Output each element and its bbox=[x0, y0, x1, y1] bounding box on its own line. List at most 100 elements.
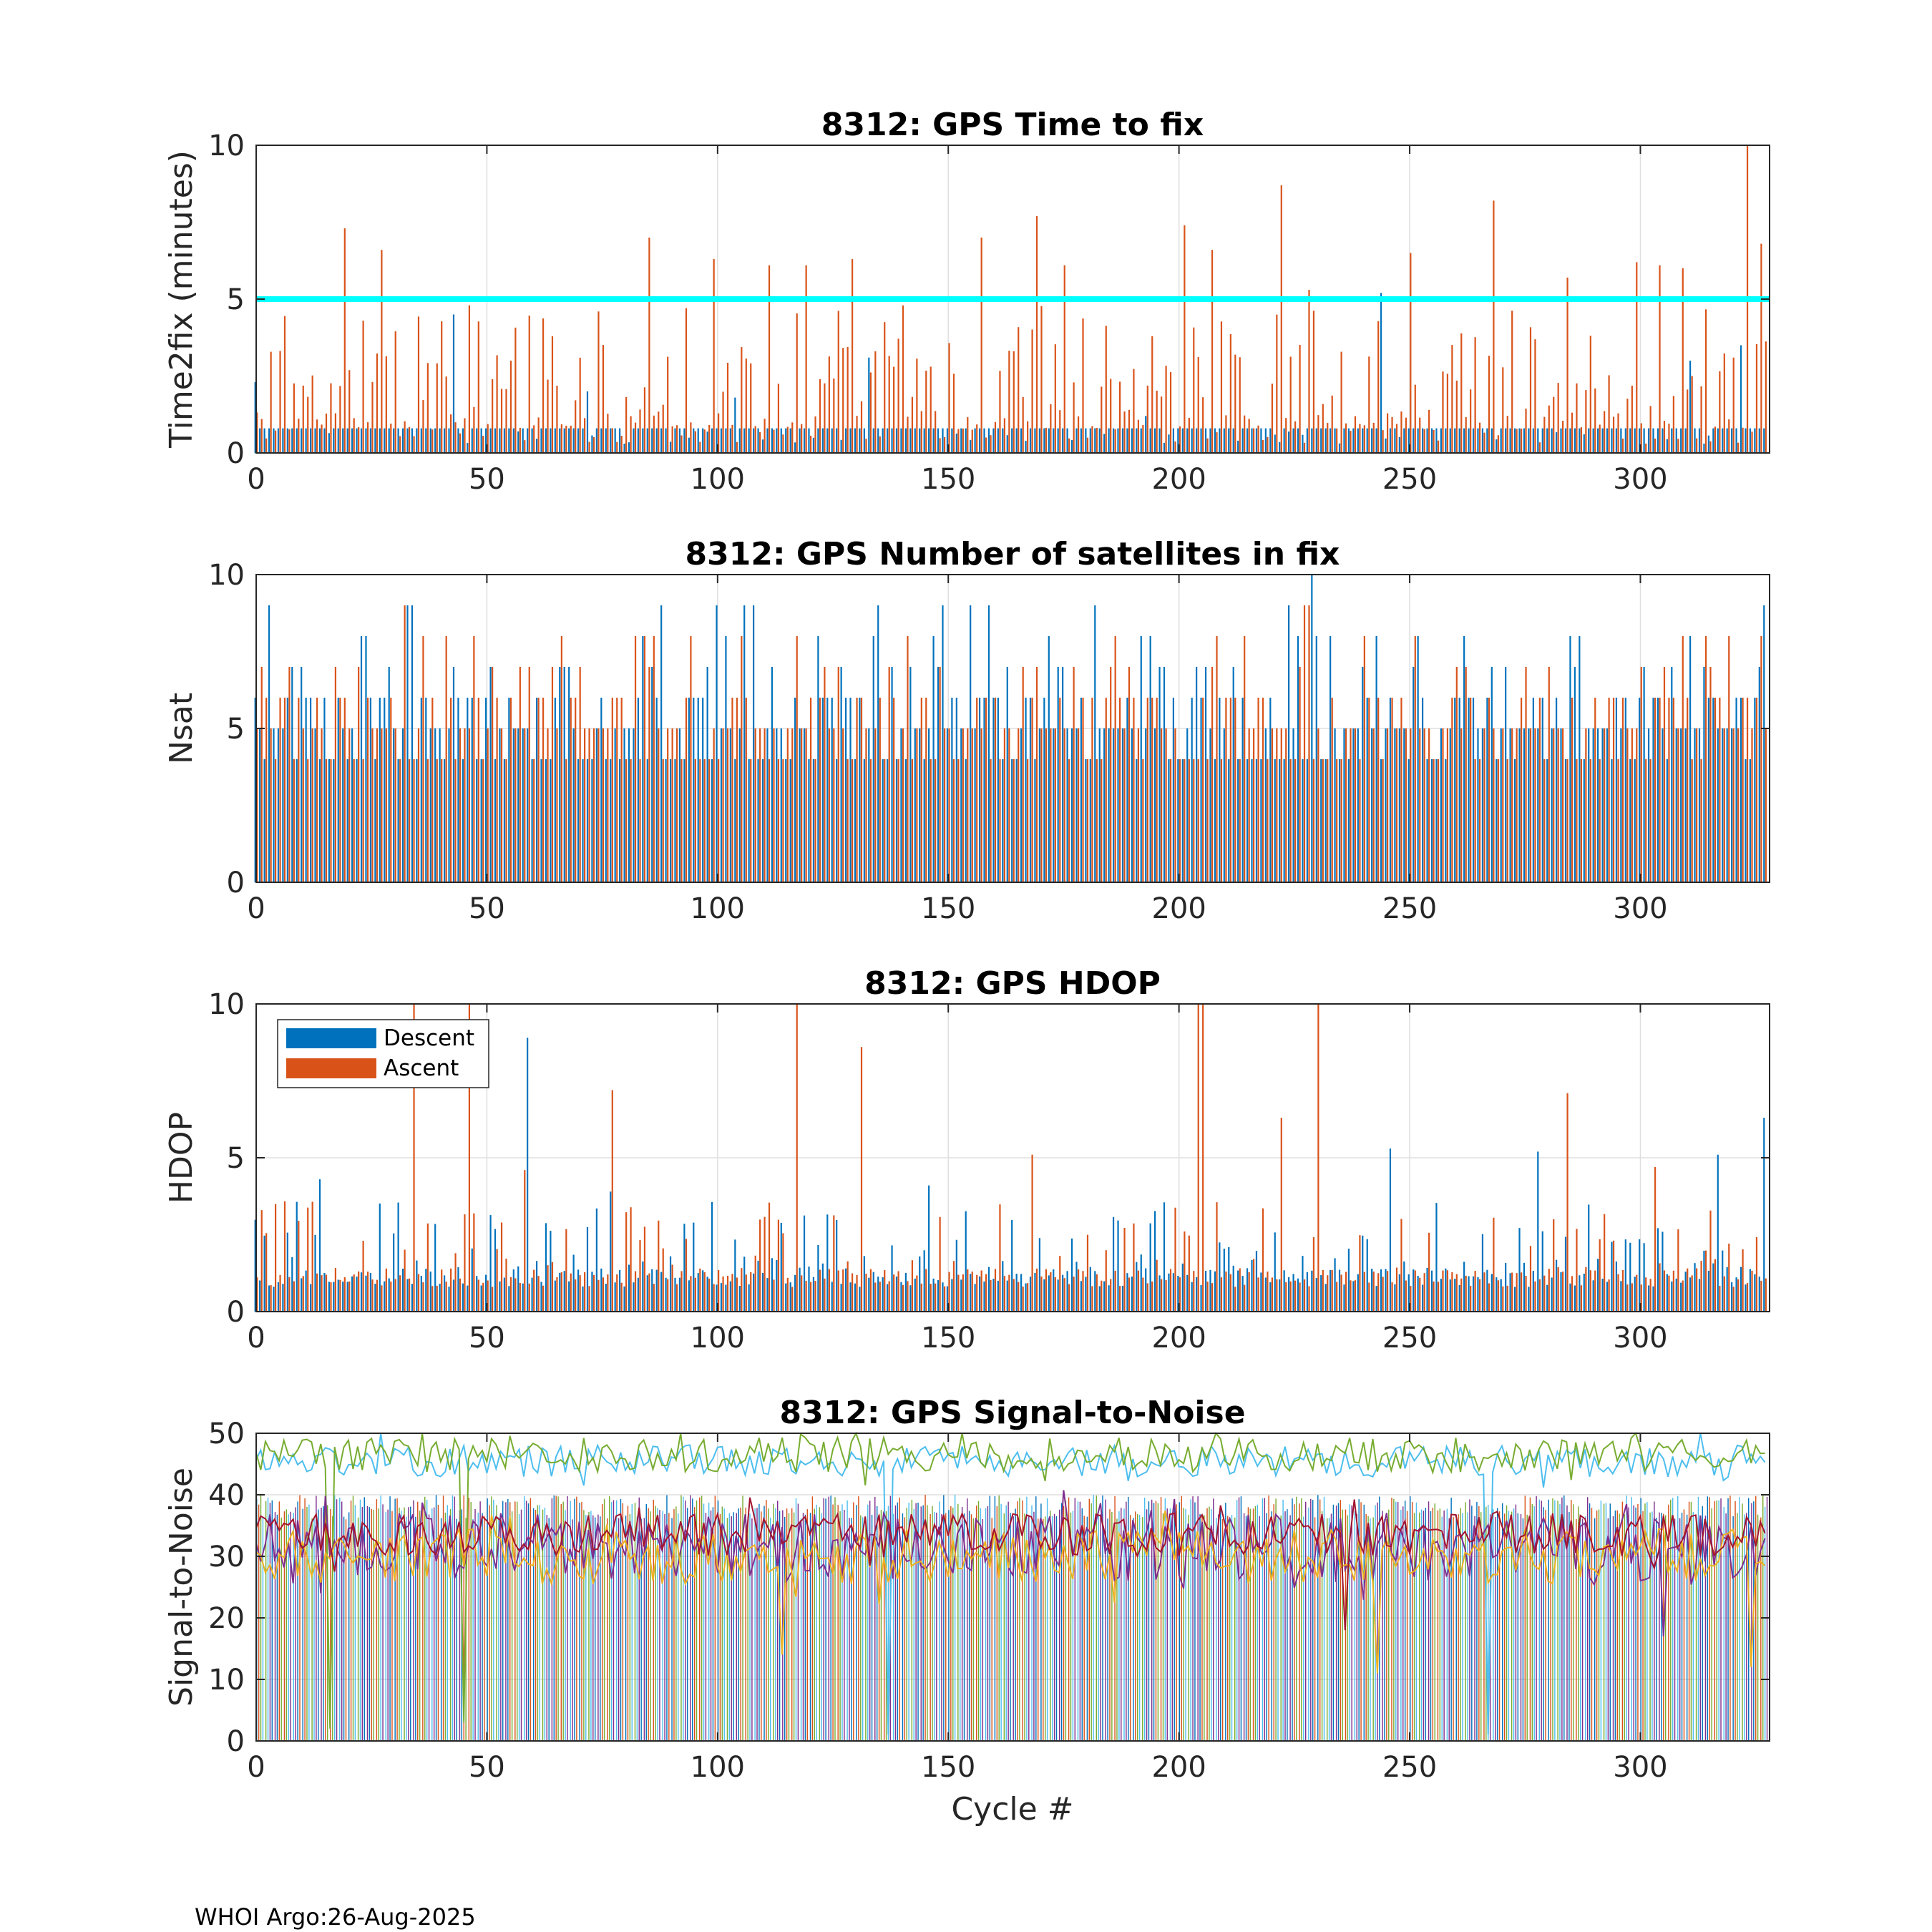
descent-bar bbox=[1671, 667, 1673, 882]
ascent-bar bbox=[865, 439, 867, 453]
ascent-bar bbox=[1119, 381, 1121, 453]
snr-bar bbox=[1301, 1498, 1302, 1741]
descent-bar bbox=[342, 1282, 344, 1312]
ascent-bar bbox=[814, 759, 816, 882]
snr-bar bbox=[1190, 1499, 1191, 1741]
descent-bar bbox=[1712, 428, 1714, 453]
descent-bar bbox=[563, 1271, 565, 1312]
descent-bar bbox=[716, 605, 718, 882]
descent-bar bbox=[748, 759, 750, 882]
ascent-bar bbox=[971, 728, 973, 882]
snr-bar bbox=[1642, 1511, 1644, 1741]
snr-bar bbox=[1055, 1516, 1058, 1741]
descent-bar bbox=[738, 428, 741, 453]
descent-bar bbox=[374, 1284, 376, 1312]
descent-bar bbox=[877, 1277, 879, 1312]
snr-bar bbox=[297, 1501, 298, 1741]
ascent-bar bbox=[1035, 215, 1038, 453]
descent-bar bbox=[605, 1284, 607, 1312]
ascent-bar bbox=[1589, 336, 1591, 453]
snr-bar bbox=[671, 1518, 673, 1741]
descent-bar bbox=[1472, 428, 1475, 453]
ascent-bar bbox=[1050, 1272, 1052, 1312]
ascent-bar bbox=[1239, 759, 1241, 882]
snr-bar bbox=[721, 1506, 723, 1741]
snr-bar bbox=[1711, 1508, 1712, 1741]
descent-bar bbox=[849, 1282, 852, 1312]
descent-bar bbox=[1505, 667, 1507, 882]
snr-bar bbox=[1757, 1514, 1759, 1741]
snr-bar bbox=[592, 1515, 594, 1741]
snr-bar bbox=[479, 1501, 481, 1741]
descent-bar bbox=[1458, 698, 1460, 882]
snr-bar bbox=[1585, 1516, 1586, 1741]
ascent-bar bbox=[1244, 1284, 1246, 1312]
ascent-bar bbox=[1410, 728, 1412, 882]
ascent-bar bbox=[842, 348, 844, 453]
descent-bar bbox=[1089, 759, 1091, 882]
ascent-bar bbox=[413, 436, 415, 453]
descent-bar bbox=[753, 605, 755, 882]
snr-bar bbox=[936, 1512, 937, 1741]
descent-bar bbox=[776, 1259, 778, 1312]
snr-bar bbox=[387, 1509, 389, 1741]
ascent-bar bbox=[1478, 422, 1481, 453]
ascent-bar bbox=[1696, 438, 1698, 453]
ascent-bar bbox=[1156, 1259, 1158, 1312]
ascent-bar bbox=[1442, 1270, 1444, 1312]
ascent-bar bbox=[768, 1202, 771, 1312]
ascent-bar bbox=[454, 422, 457, 453]
descent-bar bbox=[854, 759, 857, 882]
snr-bar bbox=[1411, 1502, 1413, 1741]
descent-bar bbox=[743, 1257, 746, 1312]
descent-bar bbox=[1338, 443, 1341, 453]
snr-bar bbox=[276, 1514, 278, 1741]
descent-bar bbox=[826, 428, 829, 453]
snr-bar bbox=[636, 1516, 638, 1741]
ascent-bar bbox=[505, 759, 507, 882]
ascent-bar bbox=[1737, 728, 1740, 882]
ascent-bar bbox=[1672, 698, 1674, 882]
descent-bar bbox=[1011, 428, 1013, 453]
snr-bar bbox=[1296, 1496, 1297, 1741]
descent-bar bbox=[1204, 428, 1207, 453]
ascent-bar bbox=[1368, 1282, 1370, 1312]
ascent-bar bbox=[718, 759, 720, 882]
descent-bar bbox=[1606, 1282, 1609, 1312]
descent-bar bbox=[333, 1282, 335, 1312]
descent-bar bbox=[476, 759, 478, 882]
y-tick-label: 5 bbox=[227, 283, 245, 316]
snr-bar bbox=[1123, 1508, 1125, 1741]
ascent-bar bbox=[547, 379, 549, 453]
ascent-bar bbox=[990, 1279, 992, 1312]
descent-bar bbox=[1481, 728, 1484, 882]
snr-bar bbox=[496, 1505, 497, 1741]
descent-bar bbox=[1283, 1270, 1285, 1312]
descent-bar bbox=[1731, 728, 1733, 882]
snr-bar bbox=[1589, 1503, 1591, 1741]
ascent-bar bbox=[1289, 356, 1292, 453]
descent-bar bbox=[1066, 1271, 1068, 1312]
descent-bar bbox=[633, 1282, 635, 1312]
ascent-bar bbox=[897, 1271, 899, 1312]
x-tick-label: 250 bbox=[1382, 1751, 1437, 1784]
descent-bar bbox=[928, 1185, 930, 1312]
ascent-bar bbox=[1110, 379, 1112, 453]
descent-bar bbox=[508, 428, 510, 453]
descent-bar bbox=[1168, 759, 1170, 882]
y-tick-label: 50 bbox=[208, 1418, 245, 1450]
snr-bar bbox=[693, 1507, 696, 1741]
descent-bar bbox=[702, 428, 704, 453]
descent-bar bbox=[333, 759, 335, 882]
ascent-bar bbox=[1073, 667, 1075, 882]
ascent-bar bbox=[957, 1274, 960, 1312]
ascent-bar bbox=[1059, 410, 1061, 453]
ascent-bar bbox=[930, 366, 932, 453]
snr-bar bbox=[685, 1500, 686, 1741]
descent-bar bbox=[351, 1276, 353, 1312]
bars bbox=[254, 145, 1767, 453]
ascent-bar bbox=[671, 1264, 673, 1312]
descent-bar bbox=[821, 428, 824, 453]
ascent-bar bbox=[791, 728, 794, 882]
ascent-bar bbox=[1137, 728, 1139, 882]
